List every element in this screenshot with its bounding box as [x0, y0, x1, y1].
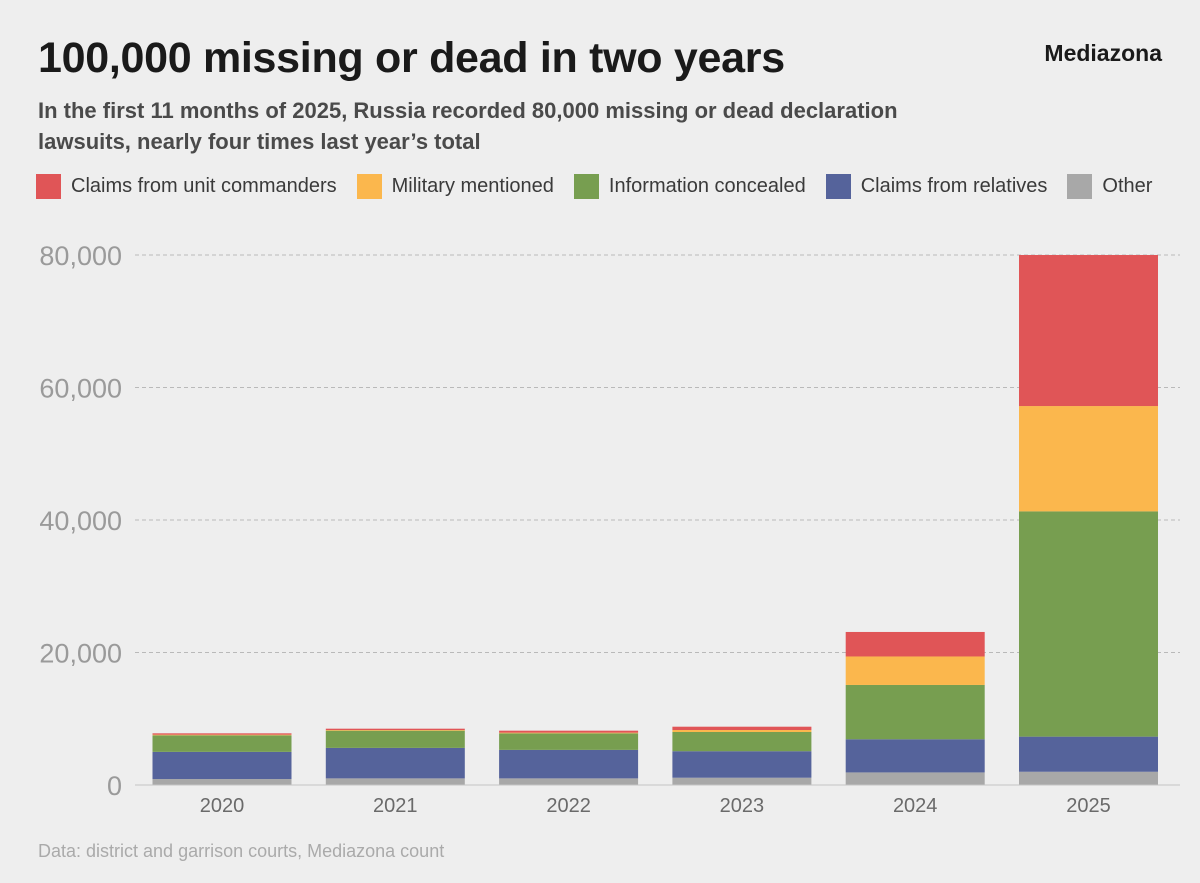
bar-segment	[845, 739, 985, 773]
bar-segment	[325, 747, 465, 779]
brand-logo: Mediazona	[1044, 40, 1162, 66]
legend-item-claims-from-relatives: Claims from relatives	[825, 174, 1048, 199]
bar-segment	[152, 779, 292, 785]
bar-segment	[672, 726, 812, 731]
bar-segment	[325, 730, 465, 748]
bar-segment	[672, 777, 812, 785]
bar-segment	[672, 751, 812, 778]
y-tick-label: 40,000	[39, 506, 122, 536]
bar-segment	[325, 730, 465, 731]
y-tick-label: 60,000	[39, 374, 122, 404]
y-tick-label: 80,000	[39, 241, 122, 271]
bar-segment	[1019, 406, 1158, 512]
bar-segment	[845, 684, 985, 740]
x-tick-label: 2022	[546, 795, 591, 817]
bar-segment	[499, 778, 639, 785]
legend-label: Military mentioned	[391, 175, 554, 197]
legend: Claims from unit commanders Military men…	[36, 174, 1152, 199]
x-tick-label: 2020	[200, 795, 245, 817]
bar-segment	[499, 733, 639, 750]
bar-segment	[152, 751, 292, 780]
legend-swatch	[356, 174, 382, 199]
bar-segment	[1019, 736, 1158, 772]
chart-subtitle: In the first 11 months of 2025, Russia r…	[38, 98, 898, 154]
y-tick-label: 0	[107, 771, 122, 801]
source-note: Data: district and garrison courts, Medi…	[38, 841, 445, 861]
bar-segment	[499, 730, 639, 733]
x-tick-label: 2024	[893, 795, 938, 817]
legend-item-information-concealed: Information concealed	[573, 174, 806, 199]
bar-segment	[152, 735, 292, 752]
y-tick-label: 20,000	[39, 639, 122, 669]
bar-segment	[152, 733, 292, 735]
bar-segment	[845, 656, 985, 685]
legend-label: Claims from unit commanders	[71, 175, 337, 197]
x-tick-label: 2021	[373, 795, 418, 817]
bar-segment	[325, 778, 465, 785]
legend-label: Other	[1102, 175, 1153, 197]
x-tick-label: 2025	[1066, 795, 1111, 817]
bar-segment	[499, 749, 639, 779]
legend-swatch	[825, 174, 851, 199]
x-tick-label: 2023	[720, 795, 765, 817]
legend-item-military-mentioned: Military mentioned	[356, 174, 554, 199]
bar-segment	[152, 734, 292, 736]
legend-label: Information concealed	[608, 175, 806, 197]
legend-swatch	[573, 174, 599, 199]
bar-segment	[672, 730, 812, 732]
bar-segment	[499, 732, 639, 734]
legend-swatch	[36, 174, 61, 199]
bar-segment	[672, 732, 812, 752]
bar-segment	[325, 728, 465, 731]
bar-segment	[1019, 511, 1158, 737]
legend-item-other: Other	[1067, 174, 1152, 199]
legend-label: Claims from relatives	[860, 175, 1048, 197]
bar-segment	[845, 772, 985, 785]
bar-segment	[845, 631, 985, 657]
bar-segment	[1019, 255, 1158, 407]
legend-item-unit-commanders: Claims from unit commanders	[36, 174, 337, 199]
bar-segment	[1019, 771, 1158, 785]
chart-title: 100,000 missing or dead in two years	[38, 34, 785, 82]
legend-swatch	[1067, 174, 1093, 199]
